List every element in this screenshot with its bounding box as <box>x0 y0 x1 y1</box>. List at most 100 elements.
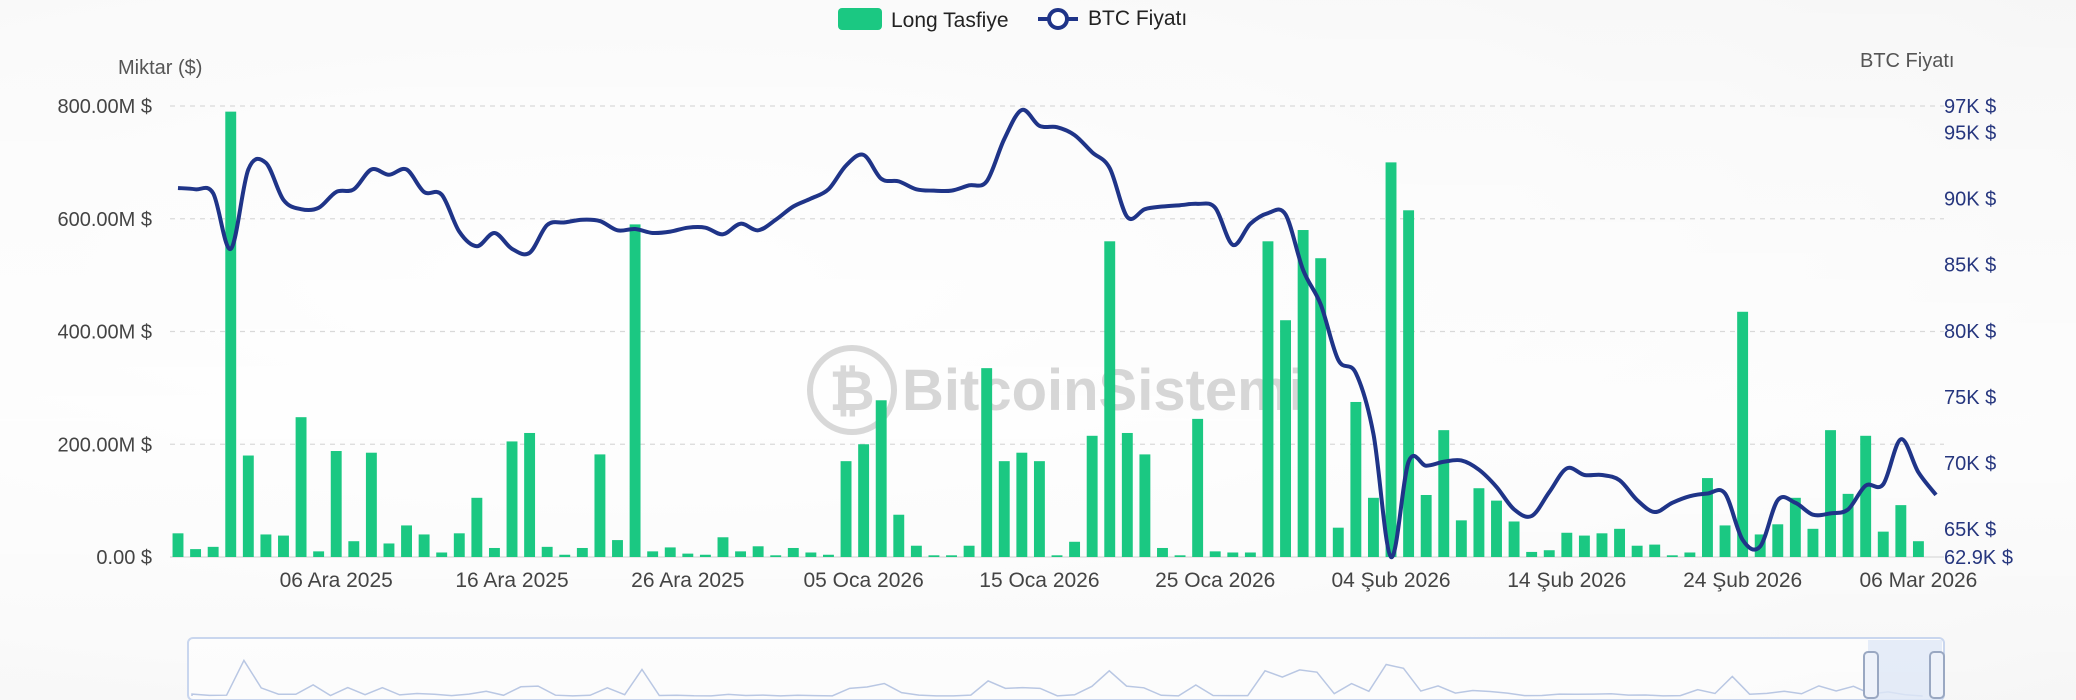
bar[interactable] <box>1649 544 1661 557</box>
bar[interactable] <box>365 452 377 557</box>
bar[interactable] <box>717 537 729 557</box>
bar[interactable] <box>559 554 571 557</box>
bar[interactable] <box>1051 555 1063 557</box>
bar[interactable] <box>612 540 623 557</box>
bar[interactable] <box>946 555 957 557</box>
bar[interactable] <box>1596 533 1608 557</box>
bar[interactable] <box>1262 241 1274 558</box>
bar[interactable] <box>1912 541 1924 557</box>
bar[interactable] <box>1614 528 1626 557</box>
bar[interactable] <box>1420 494 1432 557</box>
bar[interactable] <box>594 454 606 557</box>
bar[interactable] <box>1157 547 1168 557</box>
bar[interactable] <box>1280 320 1291 557</box>
bar[interactable] <box>1139 454 1151 557</box>
bar[interactable] <box>1508 521 1520 557</box>
bar[interactable] <box>1860 435 1872 557</box>
bar[interactable] <box>1807 528 1819 557</box>
bar[interactable] <box>963 545 975 557</box>
bar[interactable] <box>1332 527 1344 557</box>
bar[interactable] <box>699 554 711 557</box>
bar[interactable] <box>875 400 887 557</box>
bar[interactable] <box>1561 532 1573 557</box>
bar[interactable] <box>770 555 782 557</box>
bar[interactable] <box>1350 401 1362 557</box>
bar[interactable] <box>313 551 325 557</box>
bar[interactable] <box>1719 525 1731 557</box>
legend-item-long-tasfiye[interactable]: Long Tasfiye <box>838 8 1009 32</box>
bar[interactable] <box>998 461 1010 557</box>
bar[interactable] <box>1069 541 1081 557</box>
bar[interactable] <box>1473 488 1485 557</box>
bar[interactable] <box>190 549 202 557</box>
bar[interactable] <box>1842 493 1854 557</box>
bar[interactable] <box>823 554 834 557</box>
bar[interactable] <box>1895 505 1907 557</box>
bar[interactable] <box>1174 555 1186 557</box>
bar[interactable] <box>330 451 342 557</box>
bar[interactable] <box>172 533 184 557</box>
bar[interactable] <box>928 555 940 557</box>
bar[interactable] <box>207 546 219 557</box>
bar[interactable] <box>1033 461 1045 557</box>
bar[interactable] <box>471 497 483 557</box>
bar[interactable] <box>1877 531 1889 557</box>
bar[interactable] <box>1578 535 1590 557</box>
btc-price-line[interactable] <box>177 107 1938 560</box>
bar[interactable] <box>401 525 412 557</box>
bar[interactable] <box>1737 311 1749 557</box>
navigator-left-handle[interactable] <box>1863 651 1879 699</box>
bar[interactable] <box>664 547 676 557</box>
navigator-right-handle[interactable] <box>1929 651 1945 699</box>
bar[interactable] <box>858 444 870 557</box>
bar[interactable] <box>242 455 254 557</box>
bar[interactable] <box>1438 430 1450 557</box>
bar[interactable] <box>524 432 536 557</box>
bar[interactable] <box>506 441 518 557</box>
bar[interactable] <box>1016 452 1028 557</box>
bar[interactable] <box>1666 555 1678 557</box>
bar[interactable] <box>1297 230 1309 557</box>
bar[interactable] <box>1491 500 1502 557</box>
bar[interactable] <box>576 547 588 557</box>
bar[interactable] <box>1702 478 1713 557</box>
bar[interactable] <box>682 553 694 557</box>
bar[interactable] <box>436 552 448 557</box>
navigator[interactable] <box>187 637 1945 700</box>
bar[interactable] <box>278 535 289 557</box>
bar[interactable] <box>893 514 905 557</box>
bar[interactable] <box>418 534 430 557</box>
bar[interactable] <box>1526 551 1538 557</box>
bar[interactable] <box>488 547 500 557</box>
bar[interactable] <box>1367 497 1379 557</box>
bar[interactable] <box>260 534 272 557</box>
bar[interactable] <box>1789 497 1801 557</box>
bar[interactable] <box>981 368 993 557</box>
bar[interactable] <box>1455 520 1467 557</box>
bar[interactable] <box>1121 432 1133 557</box>
bar[interactable] <box>647 551 659 557</box>
bar[interactable] <box>1684 552 1696 557</box>
bar[interactable] <box>1825 430 1836 557</box>
bar[interactable] <box>1772 524 1784 557</box>
bar[interactable] <box>225 111 237 557</box>
bar[interactable] <box>1543 550 1555 557</box>
bar[interactable] <box>1385 162 1397 557</box>
bar[interactable] <box>1192 418 1204 557</box>
bar[interactable] <box>805 552 817 557</box>
bar[interactable] <box>1244 552 1256 557</box>
bar[interactable] <box>383 543 395 557</box>
bar[interactable] <box>629 224 641 557</box>
bar[interactable] <box>348 541 360 557</box>
legend-item-btc-fiyati[interactable]: BTC Fiyatı <box>1038 7 1187 30</box>
bar[interactable] <box>1403 210 1415 557</box>
bar[interactable] <box>1209 551 1221 557</box>
bar[interactable] <box>910 545 922 557</box>
bar[interactable] <box>1315 258 1327 557</box>
bar[interactable] <box>735 551 747 557</box>
bar[interactable] <box>752 546 764 557</box>
bar[interactable] <box>1086 435 1098 557</box>
bar[interactable] <box>1631 545 1643 557</box>
bar[interactable] <box>840 461 852 557</box>
bar[interactable] <box>1104 241 1116 558</box>
